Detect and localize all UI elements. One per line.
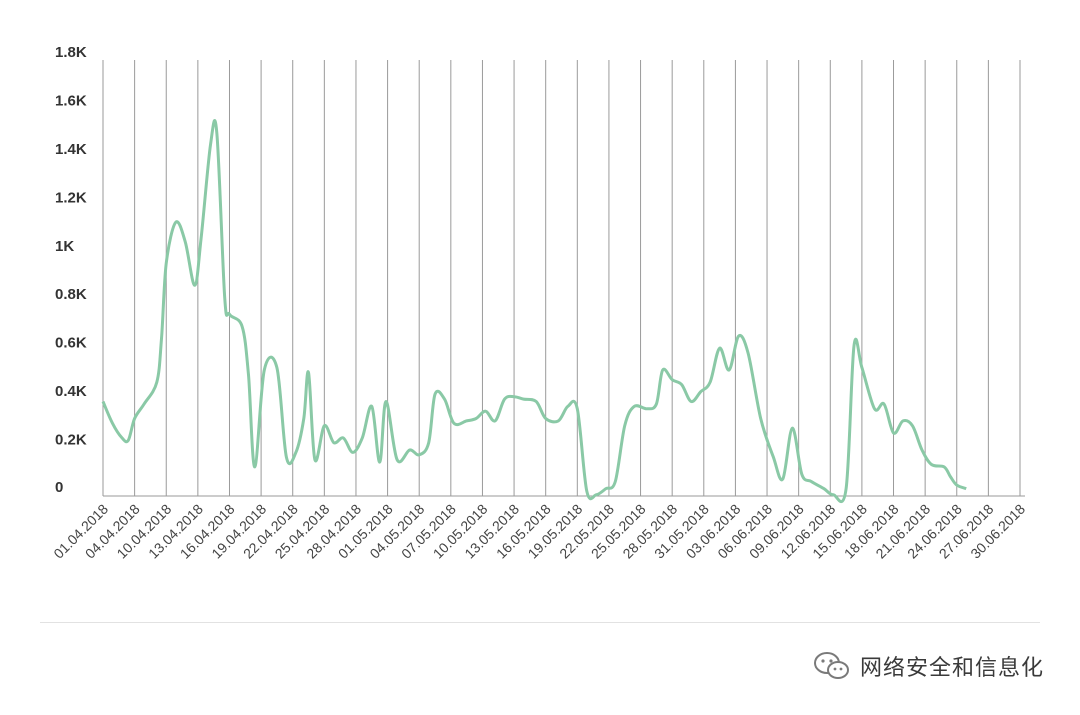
grid-layer xyxy=(102,60,1025,497)
y-tick-label: 0.2K xyxy=(55,432,87,449)
wechat-icon xyxy=(813,652,849,679)
y-tick-label: 0.6K xyxy=(55,335,87,352)
y-axis: 0 0.2K 0.4K 0.6K 0.8K 1K 1.2K 1.4K 1.6K 1.8K xyxy=(55,44,87,496)
watermark: 网络安全和信息化 xyxy=(812,648,1044,684)
y-tick-label: 1.4K xyxy=(55,141,87,158)
divider xyxy=(40,622,1040,623)
y-tick-label: 0.4K xyxy=(55,383,87,400)
y-tick-label: 0.8K xyxy=(55,286,87,303)
x-axis: 01.04.201804.04.201810.04.201813.04.2018… xyxy=(50,501,1028,562)
y-tick-label: 0 xyxy=(55,479,63,496)
y-tick-label: 1.8K xyxy=(55,44,87,61)
watermark-text: 网络安全和信息化 xyxy=(859,656,1044,681)
y-tick-label: 1K xyxy=(55,238,74,255)
series-line xyxy=(101,119,967,504)
y-tick-label: 1.2K xyxy=(55,189,87,206)
series-layer xyxy=(101,119,967,504)
y-tick-label: 1.6K xyxy=(55,92,87,109)
